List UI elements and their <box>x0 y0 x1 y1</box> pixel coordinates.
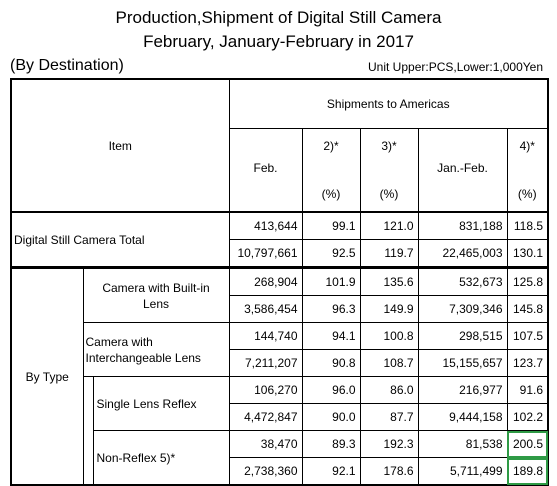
cell: 86.0 <box>359 376 419 404</box>
pct-label: (%) <box>321 187 341 201</box>
cell: 99.1 <box>301 211 361 240</box>
by-type-label: By Type <box>10 267 84 486</box>
cell: 90.0 <box>301 403 361 431</box>
col-header-2-label: 2)* <box>323 139 339 153</box>
pct-label: (%) <box>517 187 537 201</box>
cell: 106,270 <box>228 376 303 404</box>
cell: 123.7 <box>506 349 549 377</box>
cell: 135.6 <box>359 267 419 296</box>
pct-label: (%) <box>379 187 399 201</box>
col-header-4: 4)* (%) <box>506 128 549 213</box>
cell: 22,465,003 <box>417 239 508 268</box>
total-label: Digital Still Camera Total <box>10 211 230 268</box>
table-row: 10,797,661 92.5 119.7 22,465,003 130.1 <box>11 239 549 268</box>
type-label-built-in: Camera with Built-in Lens <box>82 267 230 323</box>
by-type-table: By Type Camera with Built-in Lens 268,90… <box>10 267 549 486</box>
cell: 144,740 <box>228 322 303 350</box>
cell: 100.8 <box>359 322 419 350</box>
cell: 94.1 <box>301 322 361 350</box>
cell: 38,470 <box>228 430 303 458</box>
indent-spacer <box>82 376 94 486</box>
cell: 413,644 <box>228 211 303 240</box>
col-header-feb: Feb. <box>228 128 303 213</box>
cell: 3,586,454 <box>228 295 303 323</box>
cell: 87.7 <box>359 403 419 431</box>
cell: 107.5 <box>506 322 549 350</box>
cell: 149.9 <box>359 295 419 323</box>
cell: 268,904 <box>228 267 303 296</box>
cell: 831,188 <box>417 211 508 240</box>
cell: 10,797,661 <box>228 239 303 268</box>
cell: 7,211,207 <box>228 349 303 377</box>
cell: 101.9 <box>301 267 361 296</box>
cell: 118.5 <box>506 211 549 240</box>
highlighted-cell: 189.8 <box>506 457 549 486</box>
highlighted-cell: 200.5 <box>506 430 549 458</box>
cell: 7,309,346 <box>417 295 508 323</box>
col-header-3-label: 3)* <box>381 139 397 153</box>
cell: 130.1 <box>506 239 549 268</box>
table-row: Camera with Interchangeable Lens 144,740… <box>11 322 549 377</box>
type-label-slr: Single Lens Reflex <box>92 376 230 431</box>
cell: 81,538 <box>417 430 508 458</box>
col-header-2: 2)* (%) <box>301 128 361 213</box>
cell: 532,673 <box>417 267 508 296</box>
cell: 91.6 <box>506 376 549 404</box>
cell: 125.8 <box>506 267 549 296</box>
type-label-non-reflex: Non-Reflex 5)* <box>92 430 230 486</box>
cell: 96.3 <box>301 295 361 323</box>
destination-label: (By Destination) <box>10 57 124 74</box>
cell: 102.2 <box>506 403 549 431</box>
cell: 15,155,657 <box>417 349 508 377</box>
cell: 2,738,360 <box>228 457 303 486</box>
cell: 216,977 <box>417 376 508 404</box>
cell: 92.1 <box>301 457 361 486</box>
table-row: 3,586,454 96.3 149.9 7,309,346 145.8 <box>11 295 549 323</box>
table-row: Single Lens Reflex 106,270 96.0 86.0 216… <box>11 376 549 486</box>
cell: 178.6 <box>359 457 419 486</box>
cell: 89.3 <box>301 430 361 458</box>
cell: 4,472,847 <box>228 403 303 431</box>
type-label-interchangeable: Camera with Interchangeable Lens <box>82 322 230 377</box>
table-row: 7,211,207 90.8 108.7 15,155,657 123.7 <box>11 349 549 377</box>
report-subtitle: February, January-February in 2017 <box>143 32 414 51</box>
unit-label: Unit Upper:PCS,Lower:1,000Yen <box>368 60 543 74</box>
summary-table: Item Shipments to Americas Feb. 2)* (%) 3… <box>10 78 549 268</box>
table-row: Digital Still Camera Total 413,644 99.1 … <box>10 211 549 268</box>
cell: 145.8 <box>506 295 549 323</box>
cell: 90.8 <box>301 349 361 377</box>
cell: 9,444,158 <box>417 403 508 431</box>
table-row: By Type Camera with Built-in Lens 268,90… <box>10 267 549 486</box>
table-row: 2,738,360 92.1 178.6 5,711,499 189.8 <box>11 457 549 486</box>
col-header-janfeb: Jan.-Feb. <box>417 128 508 213</box>
cell: 121.0 <box>359 211 419 240</box>
table-row: 4,472,847 90.0 87.7 9,444,158 102.2 <box>11 403 549 431</box>
report-title: Production,Shipment of Digital Still Cam… <box>115 8 442 27</box>
cell: 192.3 <box>359 430 419 458</box>
table-row: Non-Reflex 5)* 38,470 89.3 192.3 81,538 … <box>11 430 549 486</box>
cell: 96.0 <box>301 376 361 404</box>
col-header-feb-label: Feb. <box>253 161 278 175</box>
cell: 92.5 <box>301 239 361 268</box>
cell: 298,515 <box>417 322 508 350</box>
item-header: Item <box>10 78 230 213</box>
cell: 108.7 <box>359 349 419 377</box>
col-header-3: 3)* (%) <box>359 128 419 213</box>
col-header-janfeb-label: Jan.-Feb. <box>437 161 488 175</box>
group-header: Shipments to Americas <box>228 78 549 129</box>
cell: 119.7 <box>359 239 419 268</box>
cell: 5,711,499 <box>417 457 508 486</box>
col-header-4-label: 4)* <box>519 139 535 153</box>
